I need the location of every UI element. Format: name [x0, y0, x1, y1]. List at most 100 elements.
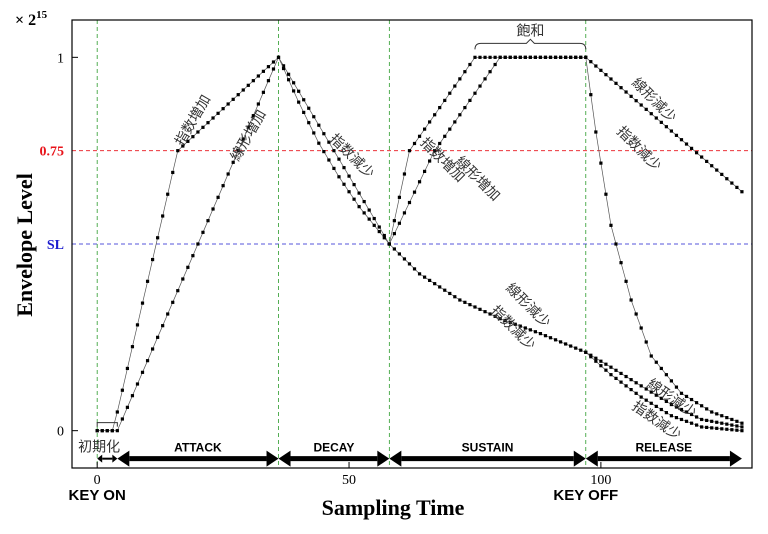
data-point [241, 88, 245, 92]
data-point [191, 254, 195, 258]
data-point [428, 278, 432, 282]
x-axis-title: Sampling Time [322, 495, 465, 520]
data-point [684, 419, 689, 423]
data-point [684, 394, 689, 399]
data-point [659, 407, 663, 412]
data-point [473, 55, 477, 59]
data-point [231, 160, 235, 164]
data-point [689, 412, 694, 417]
data-point [614, 81, 618, 85]
data-point [145, 279, 150, 283]
data-point [694, 151, 699, 155]
data-point [140, 301, 145, 305]
data-point [100, 429, 104, 433]
data-point [664, 373, 668, 377]
data-point [674, 405, 679, 409]
data-point [362, 211, 366, 215]
data-point [176, 289, 180, 293]
data-point [357, 205, 361, 209]
data-point [120, 417, 124, 421]
data-point [654, 393, 658, 397]
data-point [256, 74, 260, 78]
data-point [246, 125, 250, 129]
data-point [236, 149, 240, 153]
data-point [206, 121, 210, 125]
data-point [689, 421, 694, 425]
data-point [196, 130, 200, 134]
data-point [166, 312, 170, 316]
data-point [740, 425, 744, 429]
key-event-label: KEY ON [69, 487, 126, 504]
data-point [584, 350, 588, 354]
data-point [614, 368, 618, 372]
data-point [725, 416, 729, 420]
data-point [503, 55, 507, 59]
data-point [674, 133, 679, 137]
data-point [720, 421, 724, 425]
data-point [664, 125, 668, 129]
phase-label: DECAY [313, 441, 354, 455]
data-point [312, 131, 316, 135]
axis-layer: 0.75 SL 0 50 100 0 1 初期化 ATTACK DECAY SUSTAIN RELEA… [40, 19, 753, 504]
data-point [705, 407, 709, 411]
data-point [735, 428, 739, 432]
data-point [493, 55, 497, 59]
phase-label: ATTACK [174, 441, 222, 455]
data-point [443, 288, 447, 292]
data-point [317, 141, 321, 145]
data-point [453, 295, 457, 299]
phase-arrow-head-right [729, 450, 742, 467]
data-point [629, 378, 633, 382]
data-point [730, 428, 734, 432]
data-point [412, 190, 417, 194]
data-point [740, 429, 744, 433]
data-point [261, 69, 266, 73]
phase-label: SUSTAIN [462, 441, 514, 455]
data-point [669, 414, 674, 418]
data-point [594, 64, 598, 68]
data-point [171, 170, 175, 175]
data-point [609, 223, 613, 227]
data-point [710, 410, 714, 414]
data-point [594, 130, 598, 134]
data-point [609, 365, 613, 369]
data-point [679, 417, 684, 422]
phase-arrow-head-left [585, 450, 598, 467]
data-point [483, 77, 487, 81]
data-point [443, 98, 447, 103]
data-point [241, 137, 245, 141]
data-point [579, 348, 583, 352]
data-point [266, 79, 271, 83]
data-point [125, 405, 130, 409]
data-point [649, 354, 653, 358]
data-point [689, 397, 694, 402]
data-point [181, 277, 185, 281]
data-point [256, 102, 260, 106]
data-point [397, 252, 402, 256]
data-point [367, 217, 371, 221]
data-point [569, 344, 573, 348]
data-point [689, 146, 694, 150]
data-point [700, 155, 704, 159]
data-point [110, 429, 114, 433]
plot-frame [71, 19, 753, 469]
data-point [397, 221, 402, 225]
data-point [604, 362, 608, 366]
data-point [357, 191, 361, 195]
reference-lines [72, 20, 752, 468]
data-point [518, 55, 522, 59]
data-point [710, 164, 714, 168]
data-point [533, 55, 538, 59]
data-point [221, 184, 225, 188]
data-point [579, 55, 583, 59]
y-ref-label: 0.75 [40, 145, 65, 160]
data-point [286, 72, 291, 76]
data-point [705, 425, 709, 429]
key-event-label: KEY OFF [553, 487, 618, 504]
data-point [558, 55, 563, 59]
data-point [694, 401, 699, 405]
data-point [498, 55, 502, 59]
data-point [548, 336, 553, 340]
data-point [468, 98, 472, 103]
data-point [125, 366, 130, 371]
